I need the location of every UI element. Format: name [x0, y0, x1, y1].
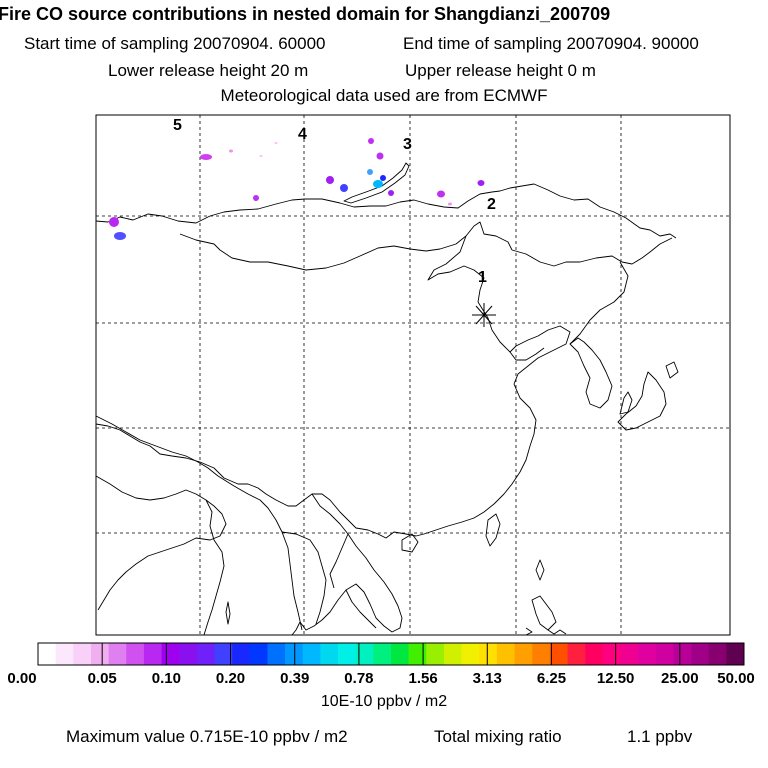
colorbar-cell: [90, 643, 109, 665]
colorbar-cell: [726, 643, 745, 665]
colorbar-cell: [267, 643, 286, 665]
map-title: Fire CO source contributions in nested d…: [0, 4, 611, 24]
colorbar-cell: [196, 643, 215, 665]
colorbar-cell: [655, 643, 674, 665]
colorbar-cell: [549, 643, 568, 665]
colorbar-cell: [302, 643, 321, 665]
colorbar-cell: [73, 643, 92, 665]
colorbar-cell: [602, 643, 621, 665]
point-label-3: 3: [403, 136, 412, 153]
point-label-5: 5: [173, 117, 182, 134]
lower-release-height: Lower release height 20 m: [108, 61, 309, 80]
colorbar-cell: [567, 643, 586, 665]
colorbar: [37, 642, 745, 666]
colorbar-cell: [479, 643, 498, 665]
colorbar-tick-label: 50.00: [717, 670, 755, 687]
coastlines-borders: [95, 162, 679, 636]
colorbar-cell: [496, 643, 515, 665]
fire-contributions: [109, 138, 485, 240]
colorbar-cell: [514, 643, 533, 665]
colorbar-cell: [391, 643, 409, 665]
colorbar-outline: [37, 642, 745, 666]
total-mixing-value: 1.1 ppbv: [627, 727, 693, 746]
colorbar-unit: 10E-10 ppbv / m2: [320, 693, 448, 710]
start-time: Start time of sampling 20070904. 60000: [24, 34, 326, 53]
colorbar-cell: [691, 643, 709, 665]
colorbar-tick-label: 0.05: [87, 670, 117, 687]
colorbar-tick-label: 12.50: [596, 670, 635, 687]
point-label-4: 4: [298, 126, 307, 143]
colorbar-cell: [532, 643, 551, 665]
point-label-1: 1: [478, 269, 487, 286]
graticule: [96, 115, 730, 635]
max-value: Maximum value 0.715E-10 ppbv / m2: [66, 727, 348, 746]
colorbar-cell: [320, 643, 339, 665]
colorbar-cell: [179, 643, 198, 665]
colorbar-cell: [443, 643, 462, 665]
colorbar-cell: [55, 643, 74, 665]
colorbar-tick-label: 3.13: [472, 670, 502, 687]
colorbar-cell: [285, 643, 304, 665]
colorbar-tick-label: 0.39: [280, 670, 310, 687]
colorbar-cell: [461, 643, 480, 665]
colorbar-cell: [143, 643, 162, 665]
colorbar-cell: [708, 643, 727, 665]
colorbar-cell: [408, 643, 427, 665]
colorbar-cell: [249, 643, 268, 665]
colorbar-cell: [620, 643, 639, 665]
colorbar-tick-label: 0.00: [7, 670, 37, 687]
colorbar-cell: [108, 643, 127, 665]
total-mixing-label: Total mixing ratio: [434, 727, 562, 746]
map-frame: [95, 114, 731, 636]
colorbar-cell: [161, 643, 180, 665]
colorbar-cell: [38, 643, 56, 665]
colorbar-cell: [232, 643, 251, 665]
colorbar-cell: [373, 643, 392, 665]
colorbar-cell: [126, 643, 145, 665]
colorbar-cell: [426, 643, 445, 665]
colorbar-cell: [338, 643, 356, 665]
end-time: End time of sampling 20070904. 90000: [403, 34, 699, 53]
colorbar-tick-label: 25.00: [661, 670, 699, 687]
colorbar-tick-label: 0.20: [215, 670, 246, 687]
colorbar-cell: [355, 643, 374, 665]
colorbar-tick-label: 1.56: [408, 670, 438, 687]
colorbar-tick-label: 0.10: [151, 670, 181, 687]
colorbar-tick-label: 0.78: [344, 670, 374, 687]
colorbar-cell: [585, 643, 604, 665]
met-data-source: Meteorological data used are from ECMWF: [220, 86, 548, 105]
point-labels: 1 2 3 4 5: [173, 117, 496, 286]
colorbar-cell: [638, 643, 657, 665]
colorbar-cell: [673, 643, 692, 665]
colorbar-cell: [214, 643, 233, 665]
colorbar-tick-label: 6.25: [536, 670, 567, 687]
upper-release-height: Upper release height 0 m: [405, 61, 596, 80]
receptor-star-icon: [472, 303, 496, 327]
point-label-2: 2: [487, 196, 496, 213]
